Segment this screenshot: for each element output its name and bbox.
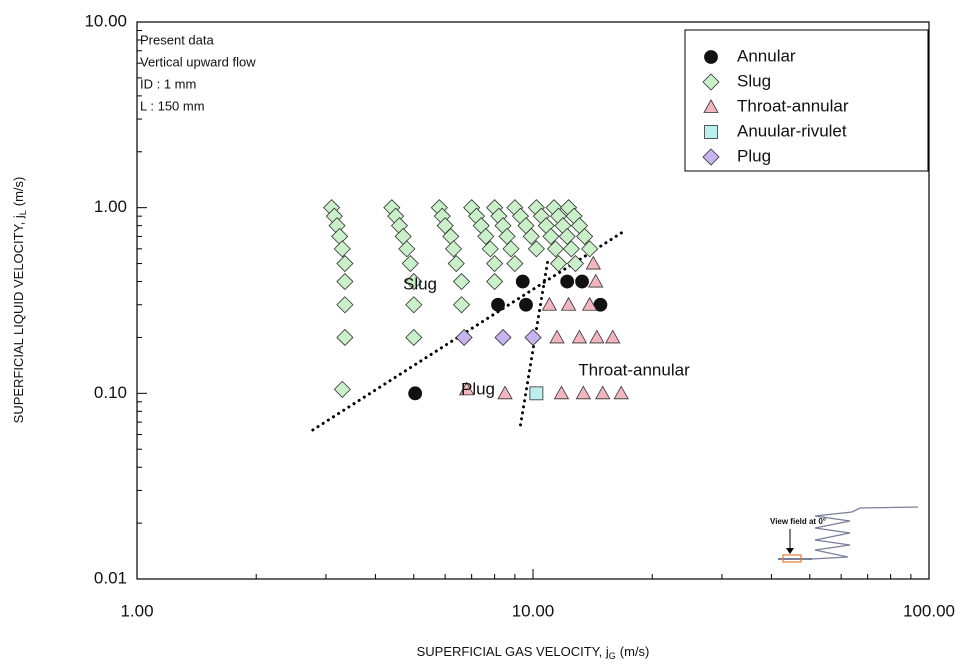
point bbox=[336, 328, 354, 347]
point bbox=[581, 296, 598, 311]
legend-marker bbox=[702, 148, 720, 166]
point bbox=[515, 274, 530, 289]
note: Present data bbox=[140, 32, 214, 47]
point bbox=[333, 240, 351, 258]
point bbox=[613, 385, 629, 400]
inset-coil bbox=[811, 506, 919, 560]
axis-label-unit: (m/s) bbox=[620, 644, 650, 659]
point bbox=[405, 328, 423, 347]
point bbox=[541, 296, 558, 311]
point bbox=[519, 297, 533, 312]
legend-marker bbox=[703, 99, 719, 113]
inset-label: View field at 0° bbox=[770, 517, 826, 526]
point bbox=[486, 254, 504, 273]
legend-label: Slug bbox=[737, 71, 771, 90]
point bbox=[333, 380, 351, 398]
x-tick-label: 10.00 bbox=[512, 601, 555, 620]
point bbox=[401, 254, 419, 273]
point bbox=[506, 254, 524, 273]
point bbox=[491, 297, 505, 312]
point bbox=[558, 227, 576, 245]
x-tick-label: 100.00 bbox=[903, 601, 955, 620]
point bbox=[581, 240, 599, 258]
point bbox=[444, 240, 463, 258]
y-axis-label: SUPERFICIAL LIQUID VELOCITY, jL (m/s) bbox=[11, 177, 28, 424]
note: ID : 1 mm bbox=[140, 76, 196, 91]
point bbox=[549, 254, 568, 273]
point bbox=[405, 272, 423, 291]
x-tick-label: 1.00 bbox=[120, 601, 153, 620]
y-tick-label: 0.10 bbox=[94, 383, 127, 402]
region-label: Throat-annular bbox=[578, 360, 690, 379]
inset-diagram: View field at 0° bbox=[770, 506, 919, 563]
point bbox=[398, 240, 416, 258]
inset-arrowhead bbox=[786, 548, 794, 554]
point bbox=[588, 273, 604, 288]
point bbox=[575, 274, 589, 289]
y-tick-label: 0.01 bbox=[94, 568, 127, 587]
point bbox=[336, 296, 354, 314]
point bbox=[560, 296, 577, 311]
point bbox=[595, 385, 611, 400]
point bbox=[336, 272, 354, 291]
y-tick-label: 1.00 bbox=[94, 197, 127, 216]
point bbox=[542, 227, 560, 245]
point bbox=[477, 227, 495, 245]
point bbox=[524, 328, 542, 347]
point bbox=[405, 296, 423, 314]
point bbox=[452, 272, 471, 291]
axis-label-text: SUPERFICIAL LIQUID VELOCITY, j bbox=[11, 215, 26, 423]
note: Vertical upward flow bbox=[140, 54, 256, 69]
point bbox=[522, 227, 540, 245]
legend-marker bbox=[704, 125, 718, 139]
legend-marker bbox=[702, 73, 720, 91]
point bbox=[546, 240, 565, 258]
point bbox=[571, 329, 588, 344]
point bbox=[481, 240, 499, 258]
legend-marker bbox=[704, 50, 718, 64]
y-tick-label: 10.00 bbox=[84, 11, 127, 30]
axis-label-sub: L bbox=[18, 210, 28, 215]
point bbox=[336, 254, 354, 273]
legend-label: Throat-annular bbox=[737, 96, 849, 115]
region-label: Slug bbox=[403, 274, 437, 293]
point bbox=[455, 328, 473, 347]
point bbox=[486, 272, 504, 291]
axis-label-unit: (m/s) bbox=[11, 177, 26, 207]
point bbox=[458, 381, 475, 396]
point bbox=[605, 329, 621, 344]
point bbox=[585, 255, 601, 270]
inset-view bbox=[782, 554, 802, 563]
point bbox=[549, 329, 565, 344]
legend-box bbox=[684, 29, 929, 172]
point bbox=[452, 296, 471, 314]
axis-label-text: SUPERFICIAL GAS VELOCITY, j bbox=[417, 644, 609, 659]
legend-label: Annular bbox=[737, 46, 796, 65]
legend-label: Anuular-rivulet bbox=[737, 121, 847, 140]
point bbox=[529, 386, 544, 401]
point bbox=[576, 227, 594, 245]
point bbox=[408, 386, 423, 401]
x-axis-label: SUPERFICIAL GAS VELOCITY, jG (m/s) bbox=[417, 644, 650, 661]
point bbox=[553, 385, 570, 400]
point bbox=[494, 328, 512, 347]
note: L : 150 mm bbox=[140, 98, 205, 113]
point bbox=[497, 385, 513, 400]
point bbox=[560, 274, 575, 289]
point bbox=[502, 240, 520, 258]
point bbox=[575, 385, 592, 400]
boundary-line bbox=[519, 258, 550, 427]
axis-label-sub: G bbox=[609, 651, 616, 661]
point bbox=[589, 329, 605, 344]
point bbox=[566, 254, 585, 273]
point bbox=[447, 254, 465, 273]
point bbox=[562, 240, 580, 258]
legend-label: Plug bbox=[737, 146, 771, 165]
region-label: Plug bbox=[461, 379, 495, 398]
point bbox=[527, 240, 545, 258]
